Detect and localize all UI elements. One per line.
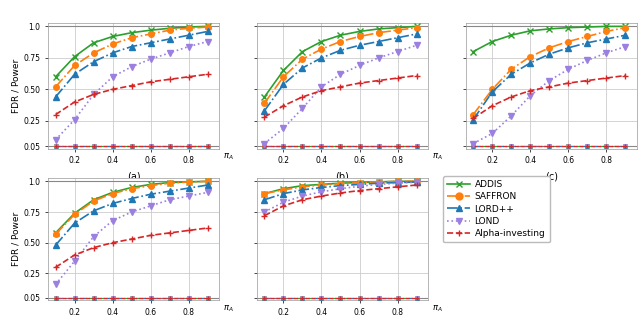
- Legend: ADDIS, SAFFRON, LORD++, LOND, Alpha-investing: ADDIS, SAFFRON, LORD++, LOND, Alpha-inve…: [443, 176, 550, 242]
- Text: $\pi_A$: $\pi_A$: [432, 303, 443, 314]
- Y-axis label: FDR / Power: FDR / Power: [12, 212, 20, 266]
- Text: (c): (c): [545, 171, 557, 181]
- Text: $\pi_A$: $\pi_A$: [223, 151, 234, 162]
- Text: $\pi_A$: $\pi_A$: [432, 151, 443, 162]
- Y-axis label: FDR / Power: FDR / Power: [12, 58, 20, 113]
- Text: (a): (a): [127, 171, 140, 181]
- Text: (d): (d): [127, 322, 140, 323]
- Text: (b): (b): [335, 171, 349, 181]
- Text: $\pi_A$: $\pi_A$: [223, 303, 234, 314]
- Text: (e): (e): [335, 322, 349, 323]
